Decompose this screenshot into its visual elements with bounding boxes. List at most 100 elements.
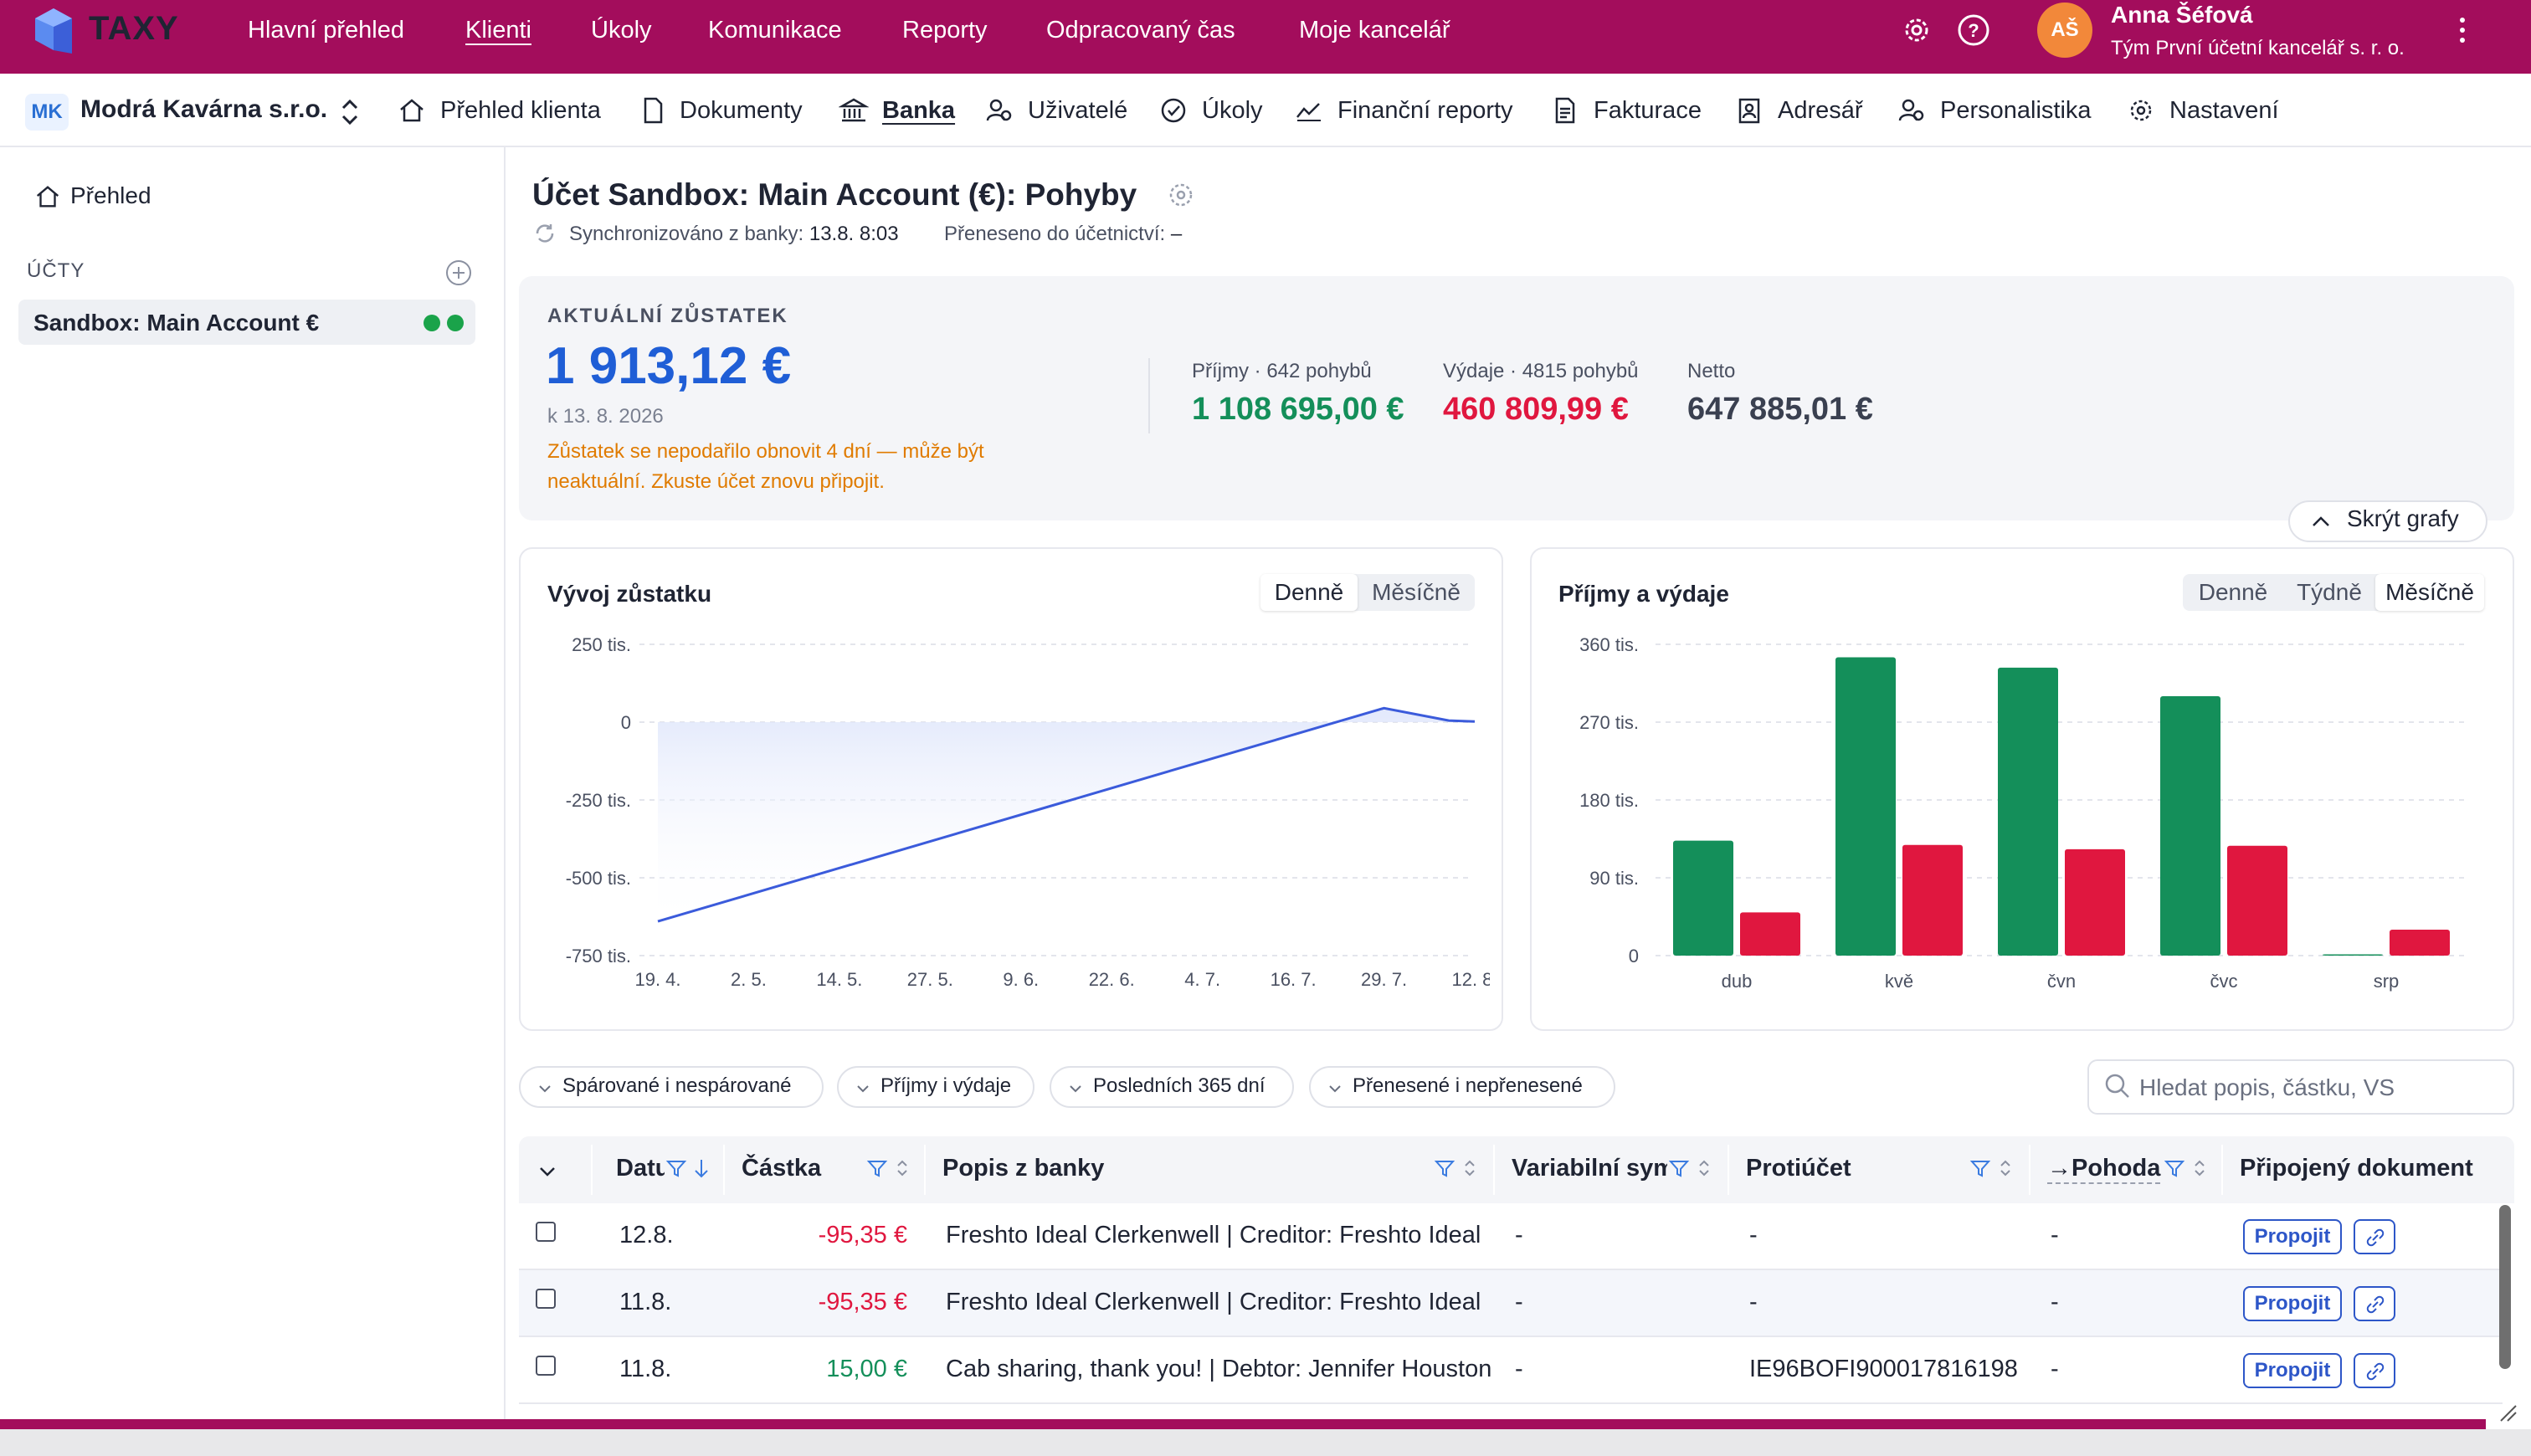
filter-icon[interactable] [865, 1156, 889, 1180]
attach-link-button[interactable] [2354, 1286, 2395, 1321]
filter-direction-label[interactable]: Příjmy i výdaje [880, 1074, 1012, 1097]
sort-icon[interactable] [1994, 1156, 2017, 1180]
tab-banka[interactable]: Banka [882, 97, 956, 124]
tab-financni-reporty[interactable]: Finanční reporty [1337, 97, 1513, 124]
chevron-down-icon[interactable] [536, 1079, 554, 1098]
sort-icon[interactable] [891, 1156, 914, 1180]
resize-handle-icon[interactable] [2494, 1399, 2519, 1424]
sort-icon[interactable] [1458, 1156, 1481, 1180]
nav-komunikace[interactable]: Komunikace [708, 17, 842, 44]
filter-period[interactable] [1050, 1066, 1294, 1108]
tab-uzivatele[interactable]: Uživatelé [1028, 97, 1128, 124]
nav-hlavni-prehled[interactable]: Hlavní přehled [248, 17, 404, 44]
account-settings-icon[interactable] [1165, 179, 1197, 211]
column-divider [2029, 1145, 2030, 1195]
y-tick-label: 250 tis. [572, 634, 631, 655]
row-checkbox[interactable] [536, 1356, 556, 1376]
nav-odpracovany-cas[interactable]: Odpracovaný čas [1046, 17, 1235, 44]
link-icon[interactable] [2365, 1295, 2385, 1315]
row-checkbox[interactable] [536, 1222, 556, 1242]
tab-prehled-klienta[interactable]: Přehled klienta [440, 97, 601, 124]
sidebar-account-label[interactable]: Sandbox: Main Account € [33, 310, 320, 336]
app-logo-text[interactable]: TAXY [89, 10, 179, 47]
table-row[interactable] [519, 1337, 2503, 1404]
sidebar-item-account[interactable] [18, 300, 475, 345]
row-checkbox[interactable] [536, 1289, 556, 1309]
toggle-mesicne[interactable]: Měsíčně [2375, 574, 2484, 611]
tab-ukoly[interactable]: Úkoly [1202, 97, 1263, 124]
client-name[interactable]: Modrá Kavárna s.r.o. [80, 95, 328, 123]
toggle-denne[interactable]: Denně [2198, 579, 2268, 605]
hide-charts-label[interactable]: Skrýt grafy [2347, 505, 2459, 531]
nav-reporty[interactable]: Reporty [902, 17, 988, 44]
settings-gear-icon[interactable] [1898, 12, 1935, 49]
nav-ukoly[interactable]: Úkoly [591, 17, 652, 44]
filter-icon[interactable] [665, 1156, 688, 1180]
filter-transfer-label[interactable]: Přenesené i nepřenesené [1353, 1074, 1583, 1097]
link-document-button[interactable]: Propojit [2243, 1219, 2342, 1254]
expand-all-chevron-icon[interactable] [536, 1160, 559, 1183]
user-name[interactable]: Anna Šéfová [2111, 2, 2253, 28]
column-pohoda-label[interactable]: →Pohoda [2047, 1155, 2161, 1184]
y-tick-label: 180 tis. [1579, 790, 1639, 811]
filter-icon[interactable] [1433, 1156, 1456, 1180]
column-description-label[interactable]: Popis z banky [942, 1155, 1105, 1182]
hide-charts-button[interactable] [2288, 500, 2487, 542]
column-document-label[interactable]: Připojený dokument [2240, 1155, 2473, 1182]
filter-icon[interactable] [1969, 1156, 1992, 1180]
user-avatar[interactable]: AŠ [2037, 3, 2092, 58]
user-team: Tým První účetní kancelář s. r. o. [2111, 37, 2405, 59]
toggle-tydne[interactable]: Týdně [2297, 579, 2362, 605]
filter-direction[interactable] [837, 1066, 1034, 1108]
filter-period-label[interactable]: Posledních 365 dní [1093, 1074, 1266, 1097]
desktop-background [0, 1429, 2531, 1456]
nav-moje-kancelar[interactable]: Moje kancelář [1299, 17, 1450, 44]
chevron-down-icon[interactable] [854, 1079, 872, 1098]
attach-link-button[interactable] [2354, 1353, 2395, 1388]
tab-personalistika[interactable]: Personalistika [1940, 97, 2092, 124]
sort-icon[interactable] [1692, 1156, 1716, 1180]
table-row[interactable] [519, 1203, 2503, 1270]
add-account-icon[interactable] [444, 258, 474, 288]
filter-pairing-label[interactable]: Spárované i nespárované [562, 1074, 792, 1097]
link-document-button[interactable]: Propojit [2243, 1286, 2342, 1321]
more-menu-icon[interactable] [2446, 13, 2479, 47]
link-icon[interactable] [2365, 1361, 2385, 1382]
filter-icon[interactable] [2163, 1156, 2186, 1180]
balance-area [658, 708, 1475, 922]
sort-down-icon[interactable] [690, 1156, 713, 1180]
x-tick-label: 9. 6. [1003, 969, 1039, 990]
table-row[interactable] [519, 1270, 2503, 1337]
column-amount-label[interactable]: Částka [742, 1155, 822, 1182]
taxy-logo-icon[interactable] [28, 2, 87, 60]
column-date-label[interactable]: Datum [616, 1155, 665, 1182]
tab-fakturace[interactable]: Fakturace [1594, 97, 1702, 124]
column-counter-account-label[interactable]: Protiúčet [1746, 1155, 1851, 1182]
column-vs-label[interactable]: Variabilní symbol [1512, 1155, 1667, 1182]
help-icon[interactable]: ? [1955, 12, 1992, 49]
toggle-mesicne[interactable]: Měsíčně [1372, 579, 1461, 605]
tab-adresar[interactable]: Adresář [1778, 97, 1863, 124]
filter-transfer[interactable] [1309, 1066, 1615, 1108]
nav-klienti[interactable]: Klienti [465, 17, 531, 44]
column-vs[interactable]: Variabilní symbol [1512, 1155, 1667, 1188]
column-date[interactable]: Datum [616, 1155, 665, 1188]
balance-label: AKTUÁLNÍ ZŮSTATEK [547, 305, 788, 327]
tab-dokumenty[interactable]: Dokumenty [680, 97, 803, 124]
chevron-down-icon[interactable] [1326, 1079, 1344, 1098]
tab-nastaveni[interactable]: Nastavení [2169, 97, 2279, 124]
toggle-denne[interactable]: Denně [1260, 574, 1358, 611]
attach-link-button[interactable] [2354, 1219, 2395, 1254]
search-input[interactable] [2139, 1073, 2499, 1103]
link-icon[interactable] [2365, 1228, 2385, 1248]
chevron-up-icon[interactable] [2307, 507, 2335, 536]
table-scrollbar[interactable] [2499, 1205, 2511, 1369]
filter-icon[interactable] [1667, 1156, 1691, 1180]
link-document-button[interactable]: Propojit [2243, 1353, 2342, 1388]
sort-icon[interactable] [2188, 1156, 2211, 1180]
chevron-down-icon[interactable] [1066, 1079, 1085, 1098]
client-switch-icon[interactable] [335, 95, 365, 129]
column-divider [723, 1145, 725, 1195]
filter-pairing[interactable] [519, 1066, 824, 1108]
sidebar-item-overview[interactable]: Přehled [70, 182, 151, 208]
